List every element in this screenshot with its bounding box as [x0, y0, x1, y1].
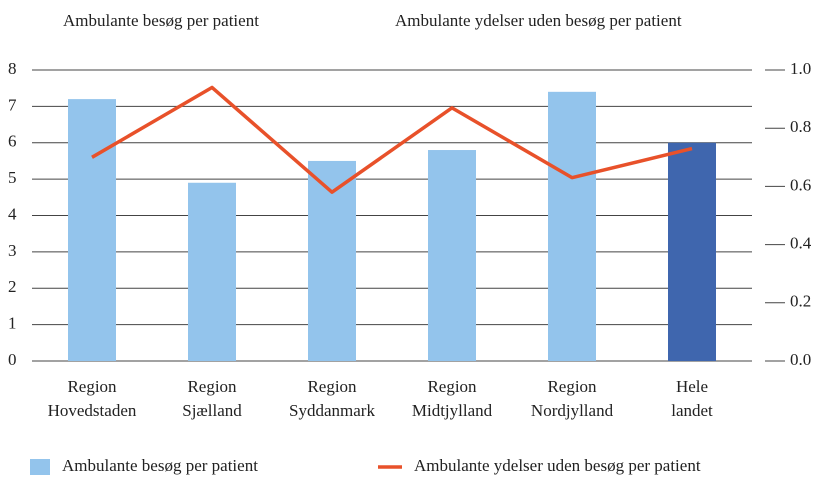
x-tick-label: Region: [547, 377, 597, 396]
bar: [308, 160, 356, 361]
y2-tick-label: 1.0: [790, 59, 811, 78]
y-tick-label: 0: [8, 350, 17, 369]
x-tick-label: Region: [427, 377, 477, 396]
y-tick-label: 1: [8, 314, 17, 333]
x-tick-label: Midtjylland: [412, 401, 493, 420]
x-tick-label: Nordjylland: [531, 401, 614, 420]
y-tick-label: 6: [8, 132, 17, 151]
y-tick-label: 3: [8, 241, 17, 260]
y2-tick-label: 0.2: [790, 292, 811, 311]
y-tick-label: 5: [8, 168, 17, 187]
x-tick-label: Sjælland: [182, 401, 242, 420]
y-tick-label: 4: [8, 204, 17, 223]
y-tick-label: 7: [8, 95, 17, 114]
x-tick-label: Hovedstaden: [48, 401, 137, 420]
y-axis-title: Ambulante besøg per patient: [63, 11, 259, 30]
y2-axis-title: Ambulante ydelser uden besøg per patient: [395, 11, 682, 30]
x-tick-label: Region: [67, 377, 117, 396]
legend-label: Ambulante ydelser uden besøg per patient: [414, 456, 701, 475]
x-tick-label: Hele: [676, 377, 708, 396]
y2-tick-label: 0.6: [790, 175, 811, 194]
bar: [668, 142, 716, 361]
y-tick-label: 8: [8, 59, 17, 78]
bar: [68, 99, 116, 361]
y2-tick-label: 0.4: [790, 234, 812, 253]
legend-swatch: [30, 459, 50, 475]
legend-label: Ambulante besøg per patient: [62, 456, 258, 475]
x-tick-label: Region: [187, 377, 237, 396]
y-tick-label: 2: [8, 277, 17, 296]
line: [91, 85, 693, 194]
bar: [428, 150, 476, 361]
y2-tick-label: 0.8: [790, 117, 811, 136]
x-tick-label: landet: [671, 401, 713, 420]
bar: [188, 182, 236, 361]
x-tick-label: Syddanmark: [289, 401, 375, 420]
x-tick-label: Region: [307, 377, 357, 396]
bar: [548, 91, 596, 361]
y2-tick-label: 0.0: [790, 350, 811, 369]
